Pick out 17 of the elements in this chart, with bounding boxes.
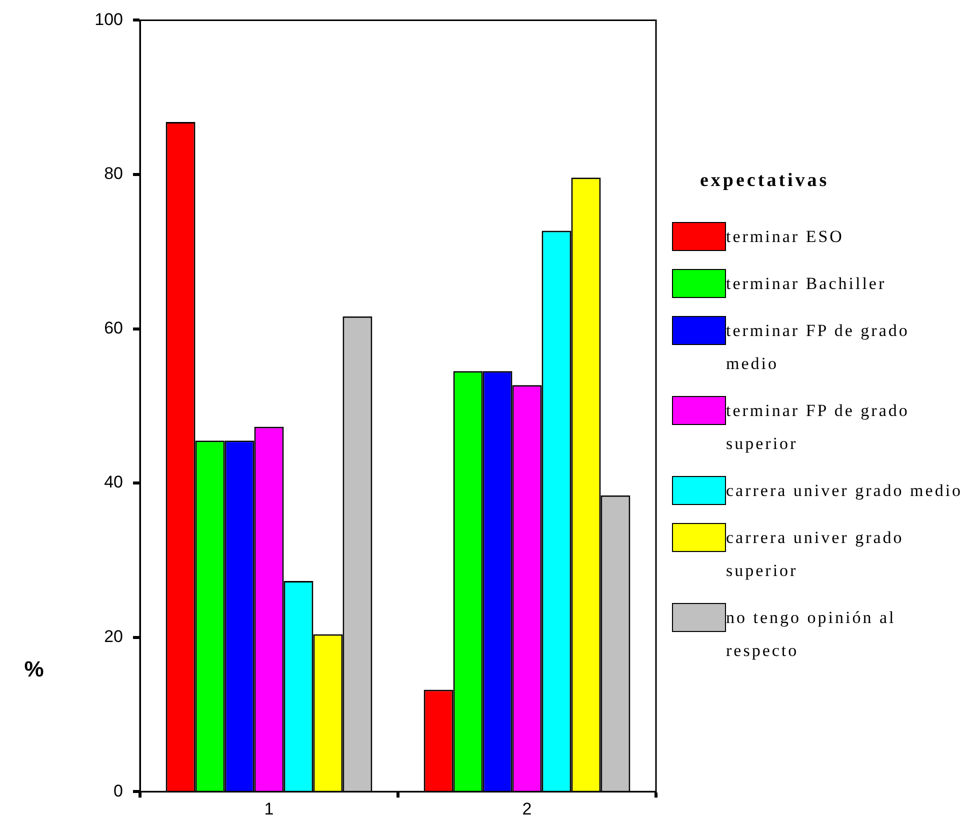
legend-label: terminar Bachiller <box>726 273 888 295</box>
legend-label: no tengo opinión al respecto <box>726 607 897 662</box>
x-tick-label: 2 <box>522 799 532 818</box>
y-axis-title: % <box>24 656 44 682</box>
x-tick-label: 1 <box>264 799 274 818</box>
legend-label: terminar FP de grado superior <box>726 400 910 455</box>
y-tick-label: 0 <box>114 781 123 800</box>
legend-label: terminar FP de grado medio <box>726 320 910 375</box>
y-tick-label: 80 <box>104 164 123 184</box>
y-tick-label: 20 <box>104 627 123 646</box>
legend-label: terminar ESO <box>726 226 845 248</box>
y-tick-label: 100 <box>94 10 123 29</box>
y-tick-label: 40 <box>104 472 123 492</box>
y-tick-label: 60 <box>104 318 123 338</box>
legend-title: expectativas <box>700 170 830 192</box>
legend-label: carrera univer grado medio <box>726 480 964 502</box>
legend-label: carrera univer grado superior <box>726 527 905 582</box>
